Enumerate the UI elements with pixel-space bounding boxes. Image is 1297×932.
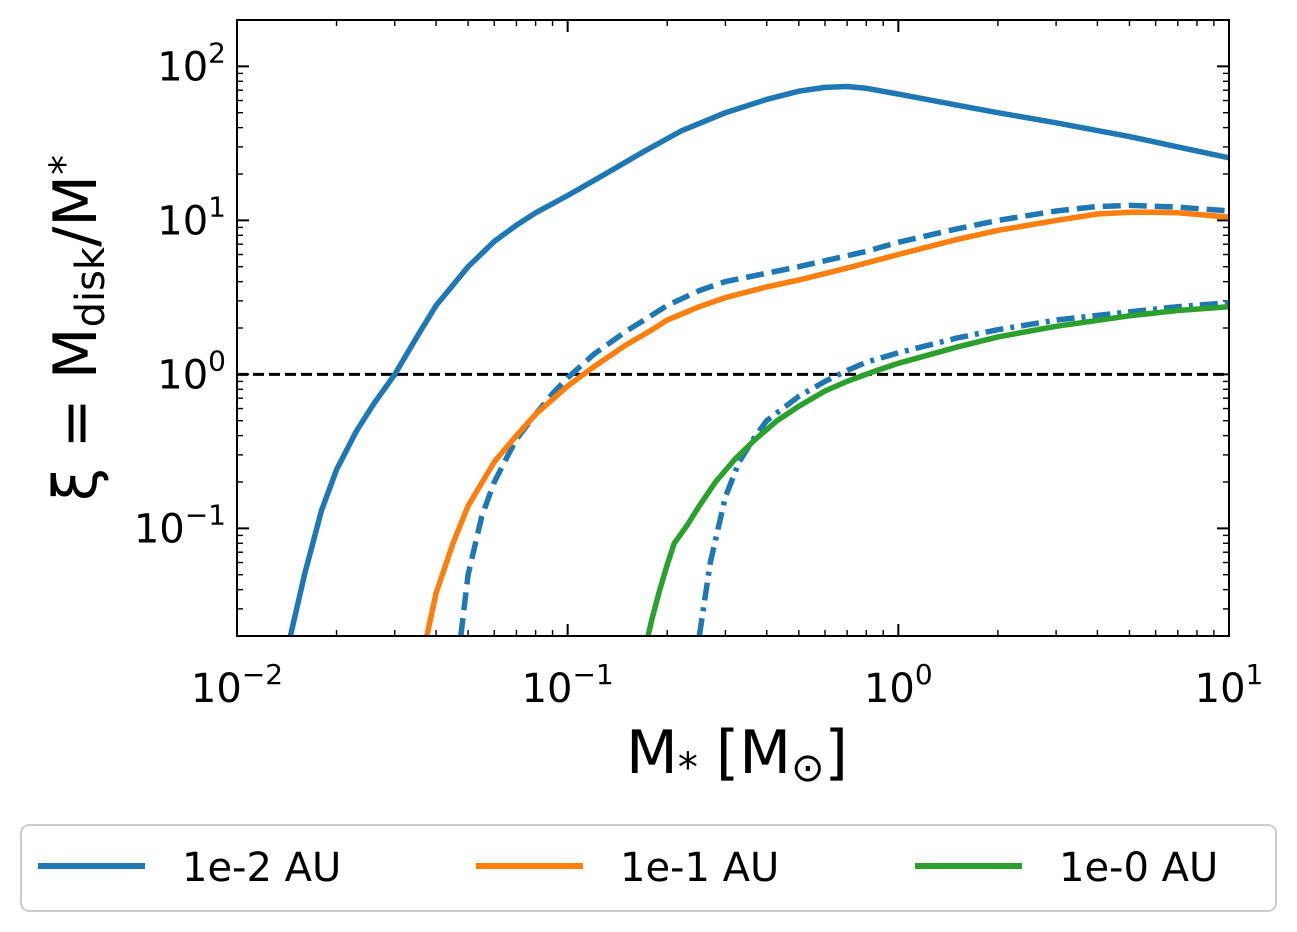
x-tick-label: 100 (864, 658, 933, 712)
series-line-2-solid (424, 209, 1229, 636)
x-tick-label: 101 (1195, 658, 1264, 712)
plot-area (237, 83, 1229, 636)
legend-box (20, 824, 1277, 912)
plot-frame (236, 19, 1230, 637)
series-group (237, 83, 1229, 636)
x-tick-label: 10−1 (522, 658, 614, 712)
series-line-0-solid (287, 83, 1229, 636)
y-axis-label: ξ = Mdisk/M* (41, 155, 114, 501)
legend-label-1e-2: 1e-2 AU (182, 845, 341, 891)
series-line-1-dashed (458, 202, 1229, 636)
x-axis-label: M* [M⊙] (626, 718, 848, 791)
x-tick-label: 10−2 (191, 658, 283, 712)
series-line-3-dashdot (696, 299, 1229, 636)
legend-label-1e-1: 1e-1 AU (620, 845, 779, 891)
y-tick-label: 10−1 (134, 498, 226, 552)
tick-labels: 10−2 10−1 100 101 10−1 100 101 102 (134, 36, 1264, 712)
series-line-4-solid (645, 303, 1229, 636)
legend-label-1e-0: 1e-0 AU (1059, 845, 1218, 891)
legend: 1e-2 AU 1e-1 AU 1e-0 AU (20, 824, 1277, 912)
y-tick-label: 102 (157, 36, 226, 90)
y-tick-label: 100 (157, 344, 226, 398)
y-tick-label: 101 (157, 190, 226, 244)
